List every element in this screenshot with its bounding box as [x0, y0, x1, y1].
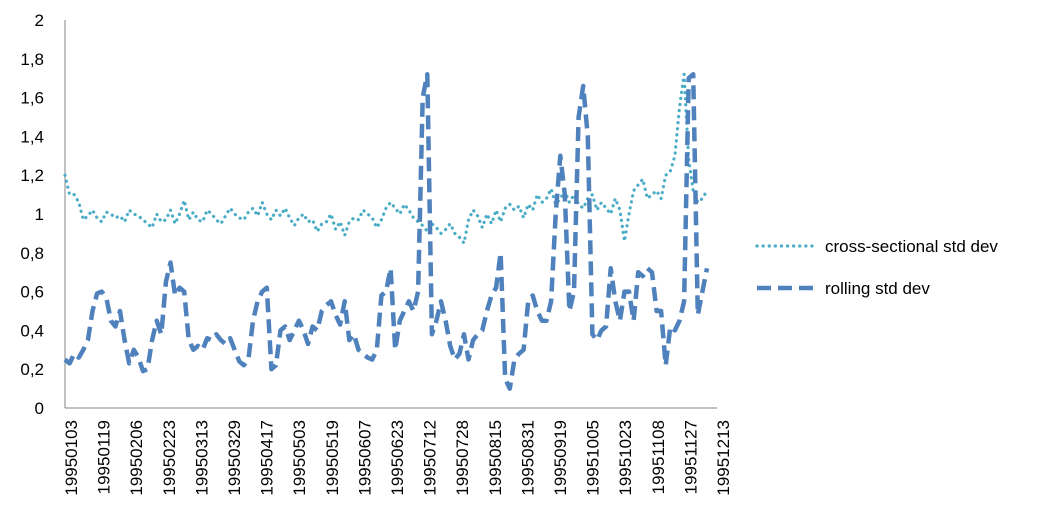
x-tick-label: 19950623 [388, 420, 407, 496]
y-axis-tick-labels: 0 0,2 0,4 0,6 0,8 1 1,2 1,4 1,6 1,8 2 [20, 11, 44, 418]
series-line-rolling [63, 72, 710, 391]
x-tick-label: 19951213 [714, 420, 733, 496]
x-axis-tick-labels: 19950103 19950119 19950206 19950223 19950313… [62, 420, 733, 496]
y-tick-label: 1,4 [20, 127, 44, 146]
y-tick-label: 0,2 [20, 360, 44, 379]
x-tick-label: 19951005 [584, 420, 603, 496]
y-tick-label: 1 [35, 205, 44, 224]
x-tick-label: 19950223 [160, 420, 179, 496]
x-tick-label: 19950119 [95, 420, 114, 494]
x-tick-label: 19950712 [421, 420, 440, 496]
x-tick-label: 19950728 [453, 420, 472, 496]
x-tick-label: 19950503 [290, 420, 309, 496]
x-tick-label: 19950815 [486, 420, 505, 496]
x-tick-label: 19950103 [62, 420, 81, 496]
x-tick-label: 19950313 [192, 420, 211, 496]
y-tick-label: 1,6 [20, 89, 44, 108]
x-tick-label: 19950329 [225, 420, 244, 496]
legend-label-rolling: rolling std dev [825, 279, 930, 298]
x-tick-label: 19950417 [258, 420, 277, 496]
x-tick-label: 19951127 [681, 420, 700, 494]
x-tick-label: 19951023 [616, 420, 635, 496]
series-layer [63, 72, 710, 391]
x-tick-label: 19950519 [323, 420, 342, 496]
legend-label-cross-sectional: cross-sectional std dev [825, 237, 998, 256]
x-tick-label: 19950206 [127, 420, 146, 496]
y-tick-label: 1,2 [20, 166, 44, 185]
series-line-cross-sectional [63, 72, 709, 245]
y-tick-label: 0,8 [20, 244, 44, 263]
x-tick-label: 19951108 [649, 420, 668, 494]
x-tick-label: 19950831 [518, 420, 537, 496]
y-tick-label: 2 [35, 11, 44, 30]
y-tick-label: 0,4 [20, 321, 44, 340]
y-tick-label: 0,6 [20, 283, 44, 302]
legend: cross-sectional std dev rolling std dev [755, 237, 998, 298]
legend-entry-rolling: rolling std dev [757, 279, 930, 298]
x-tick-label: 19950919 [551, 420, 570, 496]
x-tick-label: 19950607 [355, 420, 374, 496]
y-tick-label: 0 [35, 399, 44, 418]
y-tick-label: 1,8 [20, 50, 44, 69]
legend-entry-cross-sectional: cross-sectional std dev [755, 237, 998, 256]
